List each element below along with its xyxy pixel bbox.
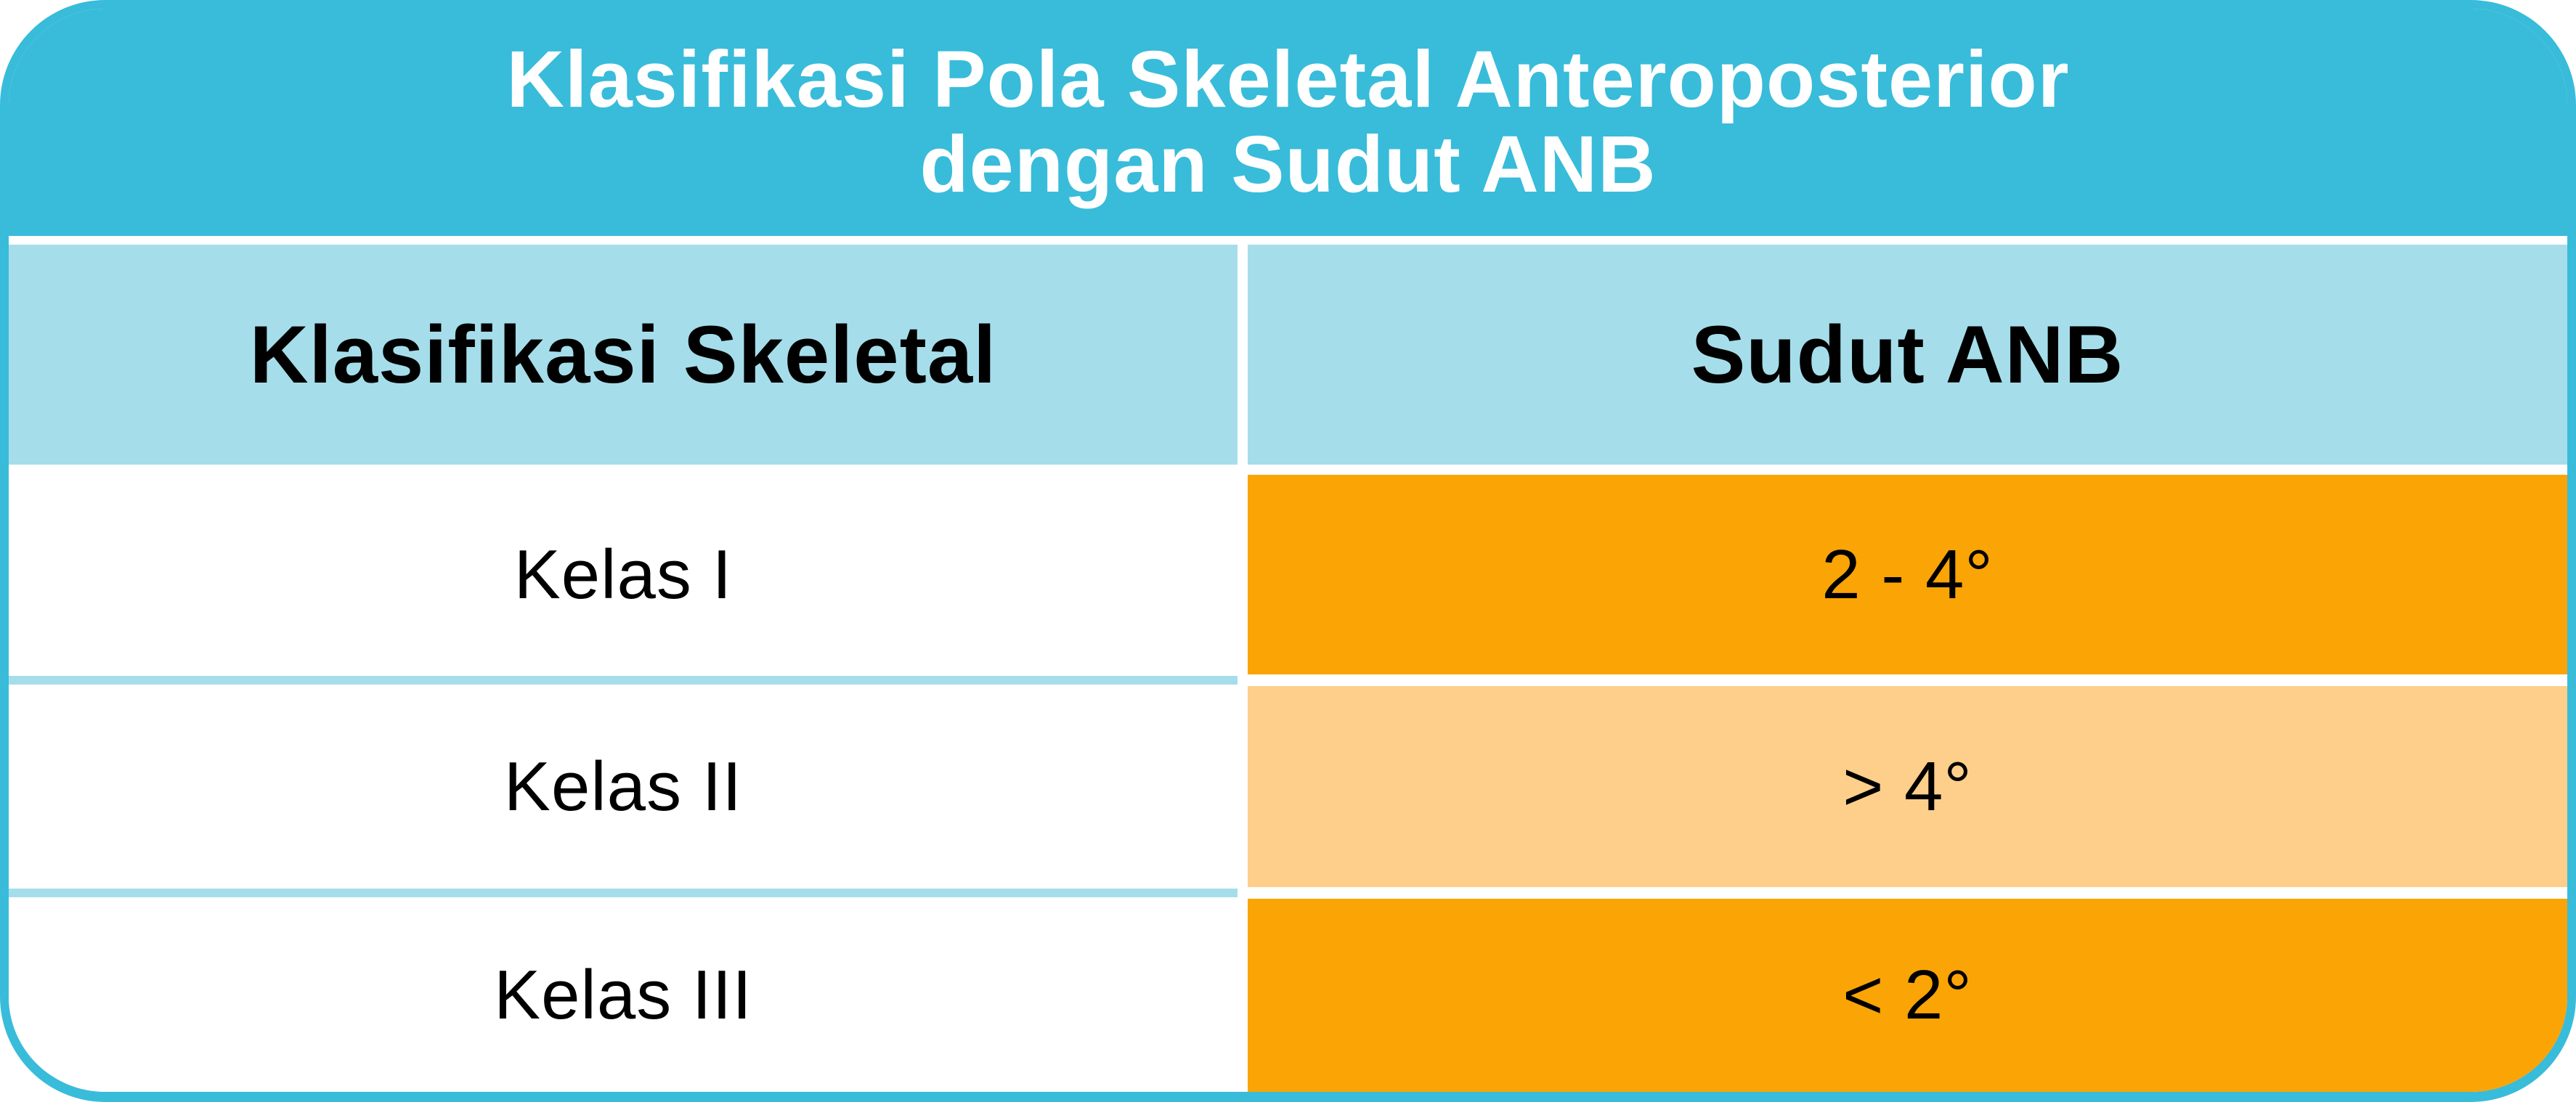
row-divider — [9, 887, 2567, 899]
column-divider — [1238, 475, 1248, 674]
title-table-divider — [9, 236, 2567, 245]
column-header-klasifikasi: Klasifikasi Skeletal — [9, 245, 1238, 465]
row-divider-left — [9, 465, 1238, 475]
cell-sudut-anb: > 4° — [1248, 686, 2567, 887]
cell-klasifikasi: Kelas II — [9, 686, 1238, 887]
table-row: Kelas I 2 - 4° — [9, 475, 2567, 674]
title-band: Klasifikasi Pola Skeletal Anteroposterio… — [9, 9, 2567, 236]
cell-klasifikasi: Kelas I — [9, 475, 1238, 674]
row-divider-stripe — [9, 887, 1238, 899]
column-divider — [1238, 887, 1248, 899]
kelas-label: Kelas I — [513, 535, 733, 613]
sudut-value: < 2° — [1842, 956, 1972, 1034]
sudut-value: > 4° — [1842, 747, 1972, 825]
table-row: Kelas III < 2° — [9, 899, 2567, 1092]
column-divider — [1238, 899, 1248, 1092]
column-divider — [1238, 245, 1248, 465]
column-divider — [1238, 686, 1248, 887]
page-title-line-2: dengan Sudut ANB — [919, 119, 1657, 209]
cell-sudut-anb: 2 - 4° — [1248, 475, 2567, 674]
kelas-label: Kelas III — [494, 956, 752, 1034]
row-divider-stripe — [9, 674, 1238, 686]
row-divider-right — [1248, 465, 2567, 475]
column-divider — [1238, 674, 1248, 686]
sudut-value: 2 - 4° — [1821, 535, 1994, 613]
kelas-label: Kelas II — [503, 747, 743, 825]
column-divider — [1238, 465, 1248, 475]
row-divider-right — [1248, 887, 2567, 899]
row-divider-right — [1248, 674, 2567, 686]
table-header-row: Klasifikasi Skeletal Sudut ANB — [9, 245, 2567, 465]
table-row: Kelas II > 4° — [9, 686, 2567, 887]
column-header-label: Sudut ANB — [1691, 309, 2124, 400]
column-header-sudut-anb: Sudut ANB — [1248, 245, 2567, 465]
row-divider — [9, 465, 2567, 475]
page-title-line-1: Klasifikasi Pola Skeletal Anteroposterio… — [506, 34, 2070, 124]
cell-klasifikasi: Kelas III — [9, 899, 1238, 1092]
cell-sudut-anb: < 2° — [1248, 899, 2567, 1092]
row-divider — [9, 674, 2567, 686]
column-header-label: Klasifikasi Skeletal — [249, 309, 997, 400]
